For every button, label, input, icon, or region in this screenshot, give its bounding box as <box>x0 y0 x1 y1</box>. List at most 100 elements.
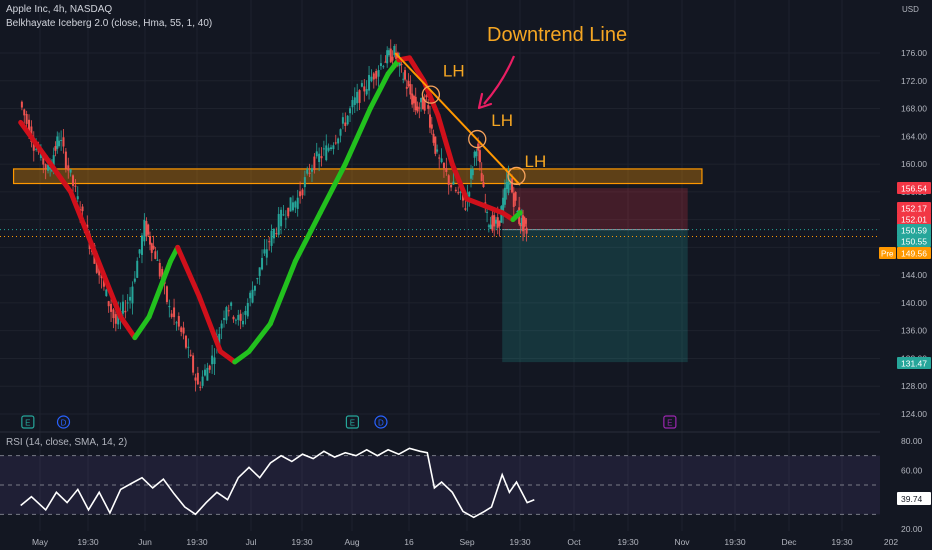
arrow-head <box>477 92 493 110</box>
candle-body <box>498 220 501 227</box>
x-tick-label: 19:30 <box>831 537 853 547</box>
lh-label: LH <box>491 111 513 130</box>
indicator-title: Belkhayate Iceberg 2.0 (close, Hma, 55, … <box>6 18 213 29</box>
candle-body <box>168 306 171 308</box>
hma-segment <box>246 321 273 355</box>
hma-segment <box>317 161 348 216</box>
x-tick-label: Oct <box>567 537 581 547</box>
candle-body <box>150 243 153 253</box>
candle-body <box>251 289 254 303</box>
candle-body <box>473 151 476 158</box>
candle-body <box>161 268 164 283</box>
hma-segment <box>18 119 49 160</box>
candle-body <box>405 86 408 89</box>
candle-body <box>358 90 361 103</box>
candle-body <box>52 155 55 167</box>
downtrend-title: Downtrend Line <box>487 24 627 46</box>
x-tick-label: 19:30 <box>509 537 531 547</box>
zones <box>0 168 880 363</box>
candle-body <box>486 211 489 213</box>
candle-body <box>301 189 304 196</box>
candle-body <box>502 197 505 216</box>
hma-segment <box>267 258 298 327</box>
candle-body <box>232 316 235 320</box>
candle-body <box>459 191 462 193</box>
candle-body <box>344 122 347 126</box>
candle-body <box>58 140 61 147</box>
y-tick-label: 164.00 <box>901 131 927 141</box>
candle-body <box>520 217 523 226</box>
candle-body <box>220 323 223 329</box>
candle-body <box>23 109 26 116</box>
candle-body <box>76 196 79 200</box>
candle-body <box>143 219 146 242</box>
candle-body <box>196 372 199 385</box>
take-profit-zone <box>502 229 688 363</box>
candle-body <box>464 208 467 210</box>
candle-body <box>287 207 290 217</box>
lh-circle <box>468 129 487 149</box>
hma-segment <box>118 314 138 341</box>
candle-body <box>516 211 519 213</box>
downtrend-line <box>394 52 521 186</box>
grid-lines <box>0 0 892 531</box>
premarket-tag-bg <box>879 247 896 259</box>
candle-body <box>491 215 494 231</box>
candle-body <box>414 96 417 111</box>
candle-body <box>475 151 478 157</box>
hma-segment <box>292 210 323 264</box>
candle-body <box>227 310 230 312</box>
candle-body <box>270 230 273 246</box>
candle-body <box>158 262 161 277</box>
candle-body <box>117 311 120 325</box>
rsi-line <box>20 447 535 519</box>
rsi-tick-label: 20.00 <box>901 524 923 534</box>
hma-segment <box>232 349 252 365</box>
candle-body <box>242 320 245 325</box>
candle-body <box>244 310 247 315</box>
y-tick-label: 144.00 <box>901 270 927 280</box>
candle-body <box>313 156 316 171</box>
candle-body <box>416 106 419 112</box>
hma-segment <box>196 293 223 355</box>
price-tag-bg <box>897 357 931 369</box>
candle-body <box>253 285 256 291</box>
candle-body <box>175 322 178 324</box>
candle-body <box>208 365 211 370</box>
candle-body <box>393 45 396 56</box>
candle-body <box>165 286 168 303</box>
candle-body <box>514 192 517 201</box>
candle-body <box>353 97 356 105</box>
symbol-title: Apple Inc, 4h, NASDAQ <box>6 4 113 15</box>
candle-body <box>282 214 285 216</box>
candle-body <box>370 76 373 82</box>
candle-body <box>170 313 173 317</box>
candle-body <box>187 346 190 348</box>
hma-segment <box>449 161 470 202</box>
candle-body <box>356 91 359 104</box>
candle-body <box>445 168 448 172</box>
candle-body <box>100 274 103 279</box>
candle-body <box>461 193 464 201</box>
candle-body <box>330 147 333 150</box>
candle-body <box>147 224 150 235</box>
candle-body <box>72 175 75 186</box>
candle-body <box>519 223 522 227</box>
price-tag-label: 150.55 <box>901 237 927 247</box>
candle-body <box>337 138 340 144</box>
event-marker-label: E <box>667 419 672 428</box>
candle-body <box>126 302 129 304</box>
candle-body <box>184 335 187 348</box>
candle-body <box>173 307 176 318</box>
candle-body <box>425 95 428 98</box>
candle-body <box>379 63 382 66</box>
lh-label: LH <box>524 152 546 171</box>
candle-body <box>28 119 31 137</box>
event-marker-label: E <box>350 419 355 428</box>
hma-segment <box>132 314 152 341</box>
candle-body <box>294 201 297 208</box>
candle-body <box>154 251 157 259</box>
candle-body <box>67 165 70 171</box>
hma-segment <box>43 154 74 195</box>
